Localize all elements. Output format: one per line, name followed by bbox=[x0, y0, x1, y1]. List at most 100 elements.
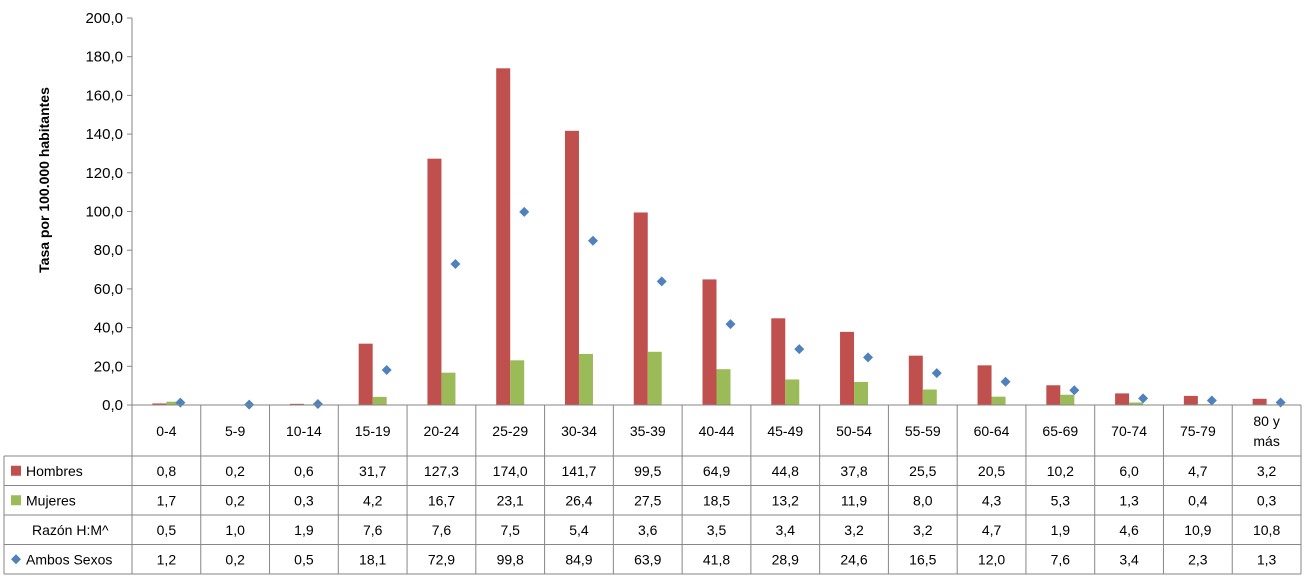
data-label: 3,4 bbox=[1119, 551, 1139, 567]
data-label: 0,5 bbox=[157, 522, 177, 538]
x-tick-label: 45-49 bbox=[767, 423, 803, 439]
y-axis: 0,0 20,0 40,0 60,0 80,0 100,0 120,0 140,0 160,0 1… bbox=[85, 10, 133, 414]
bar-mujeres bbox=[785, 379, 800, 405]
y-tick-label: 180,0 bbox=[85, 49, 123, 66]
bar-mujeres bbox=[922, 389, 937, 405]
y-tick-label: 40,0 bbox=[94, 320, 123, 337]
data-label: 7,6 bbox=[432, 522, 452, 538]
data-label: 7,6 bbox=[1051, 551, 1071, 567]
x-tick-label: 0-4 bbox=[156, 423, 176, 439]
data-label: 3,2 bbox=[1257, 463, 1277, 479]
x-tick-label: 25-29 bbox=[492, 423, 528, 439]
bar-mujeres bbox=[854, 381, 869, 405]
row-label-raz-n-h-m: Razón H:M^ bbox=[32, 522, 109, 538]
data-label: 4,7 bbox=[1188, 463, 1208, 479]
bar-hombres bbox=[358, 343, 373, 405]
data-label: 1,3 bbox=[1257, 551, 1277, 567]
bar-mujeres bbox=[647, 351, 662, 405]
data-label: 4,2 bbox=[363, 492, 383, 508]
marker-ambos-sexos bbox=[656, 276, 667, 287]
marker-ambos-sexos bbox=[175, 397, 186, 408]
bars bbox=[152, 68, 1281, 406]
bar-mujeres bbox=[1129, 402, 1144, 405]
data-label: 99,5 bbox=[634, 463, 661, 479]
bar-hombres bbox=[702, 279, 717, 405]
marker-ambos-sexos bbox=[1069, 385, 1080, 396]
marker-ambos-sexos bbox=[1000, 376, 1011, 387]
bar-hombres bbox=[152, 403, 167, 405]
x-tick-label: 40-44 bbox=[699, 423, 735, 439]
bar-hombres bbox=[1183, 395, 1198, 405]
bar-mujeres bbox=[991, 396, 1006, 405]
data-label: 10,2 bbox=[1047, 463, 1074, 479]
data-label: 5,3 bbox=[1051, 492, 1071, 508]
marker-ambos-sexos bbox=[1275, 397, 1286, 408]
y-tick-label: 100,0 bbox=[85, 204, 123, 221]
data-label: 12,0 bbox=[978, 551, 1005, 567]
data-label: 84,9 bbox=[565, 551, 592, 567]
data-label: 10,8 bbox=[1253, 522, 1280, 538]
data-label: 63,9 bbox=[634, 551, 661, 567]
bar-hombres bbox=[564, 130, 579, 406]
bar-hombres bbox=[427, 158, 442, 405]
data-label: 13,2 bbox=[772, 492, 799, 508]
bar-mujeres bbox=[372, 396, 387, 405]
marker-ambos-sexos bbox=[450, 258, 461, 269]
data-label: 99,8 bbox=[497, 551, 524, 567]
x-tick-label: 75-79 bbox=[1180, 423, 1216, 439]
data-label: 25,5 bbox=[909, 463, 936, 479]
data-label: 1,2 bbox=[157, 551, 177, 567]
data-label: 7,6 bbox=[363, 522, 383, 538]
bar-hombres bbox=[1046, 385, 1061, 405]
data-label: 24,6 bbox=[840, 551, 867, 567]
x-tick-label: 50-54 bbox=[836, 423, 872, 439]
x-tick-label: 5-9 bbox=[225, 423, 245, 439]
marker-ambos-sexos bbox=[312, 399, 323, 410]
data-label: 3,5 bbox=[707, 522, 727, 538]
x-tick-label: 60-64 bbox=[974, 423, 1010, 439]
data-label: 16,7 bbox=[428, 492, 455, 508]
legend-key-mujeres bbox=[11, 495, 21, 506]
data-label: 3,2 bbox=[913, 522, 933, 538]
row-label-mujeres: Mujeres bbox=[26, 492, 76, 508]
marker-ambos-sexos bbox=[931, 368, 942, 379]
marker-ambos-sexos bbox=[725, 319, 736, 330]
x-tick-label: 20-24 bbox=[424, 423, 460, 439]
data-label: 0,5 bbox=[294, 551, 314, 567]
bar-mujeres bbox=[1060, 394, 1075, 405]
data-label: 4,3 bbox=[982, 492, 1002, 508]
data-label: 1,9 bbox=[294, 522, 314, 538]
data-label: 27,5 bbox=[634, 492, 661, 508]
data-label: 0,3 bbox=[294, 492, 314, 508]
row-label-ambos-sexos: Ambos Sexos bbox=[26, 551, 112, 567]
bar-mujeres bbox=[578, 353, 593, 405]
x-tick-label: 10-14 bbox=[286, 423, 322, 439]
data-label: 1,9 bbox=[1051, 522, 1071, 538]
bar-mujeres bbox=[166, 401, 181, 405]
data-label: 7,5 bbox=[500, 522, 520, 538]
data-label: 3,4 bbox=[776, 522, 796, 538]
marker-ambos-sexos bbox=[381, 364, 392, 375]
data-label: 11,9 bbox=[841, 492, 867, 508]
bar-hombres bbox=[840, 331, 855, 405]
data-label: 16,5 bbox=[909, 551, 936, 567]
data-label: 6,0 bbox=[1119, 463, 1139, 479]
data-label: 0,2 bbox=[225, 492, 245, 508]
legend-key-ambos-sexos bbox=[11, 554, 21, 565]
data-label: 44,8 bbox=[772, 463, 799, 479]
data-label: 23,1 bbox=[497, 492, 524, 508]
data-label: 26,4 bbox=[565, 492, 592, 508]
data-label: 2,3 bbox=[1188, 551, 1208, 567]
bar-hombres bbox=[633, 212, 648, 405]
data-label: 1,0 bbox=[225, 522, 245, 538]
y-tick-label: 20,0 bbox=[94, 358, 123, 375]
y-tick-label: 0,0 bbox=[102, 397, 123, 414]
bar-mujeres bbox=[441, 372, 456, 405]
data-label: 41,8 bbox=[703, 551, 730, 567]
y-tick-label: 80,0 bbox=[94, 242, 123, 259]
bar-hombres bbox=[908, 355, 923, 405]
markers bbox=[175, 206, 1286, 410]
bar-hombres bbox=[1252, 398, 1267, 405]
y-axis-label: Tasa por 100.000 habitantes bbox=[36, 87, 52, 273]
